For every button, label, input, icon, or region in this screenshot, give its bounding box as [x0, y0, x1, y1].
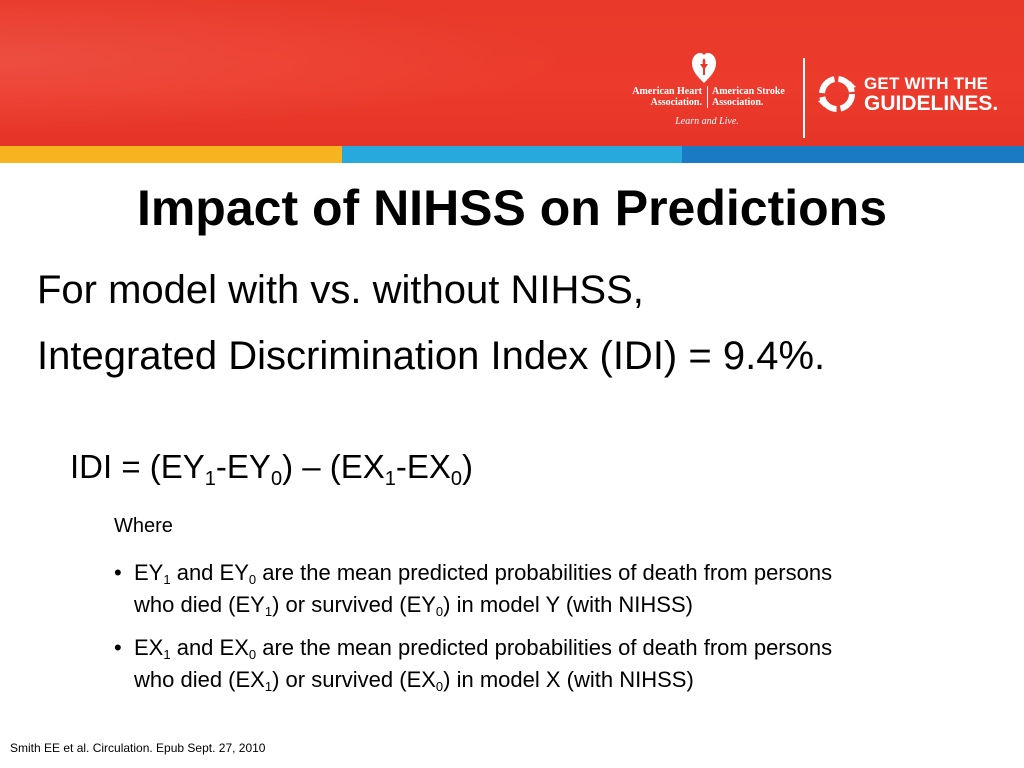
- subscript: 1: [264, 679, 273, 694]
- gwtg-line1: GET WITH THE: [864, 74, 989, 93]
- text-part: ) in model Y (with NIHSS): [443, 592, 693, 617]
- subscript: 0: [435, 679, 444, 694]
- asa-name-line1: American Stroke: [712, 86, 785, 97]
- subscript: 1: [264, 604, 273, 619]
- bullet-line: EY1 and EY0 are the mean predicted proba…: [134, 557, 994, 589]
- color-stripes: [0, 146, 1024, 163]
- logo-divider: [707, 86, 708, 108]
- gwtg-line2: GUIDELINES.: [864, 92, 999, 115]
- asa-name: American Stroke Association.: [712, 86, 794, 108]
- text-part: and EX: [170, 635, 249, 660]
- bullet-text: EY1 and EY0 are the mean predicted proba…: [134, 557, 994, 621]
- slide-title: Impact of NIHSS on Predictions: [136, 180, 888, 236]
- header-swoosh: [0, 0, 680, 146]
- formula-subscript: 1: [384, 468, 396, 490]
- formula-part: -EY: [215, 448, 271, 485]
- heart-torch-icon: [692, 53, 716, 83]
- aha-tagline: Learn and Live.: [675, 116, 739, 127]
- formula-subscript: 0: [270, 468, 283, 490]
- text-part: ) in model X (with NIHSS): [443, 667, 694, 692]
- bullet-line: who died (EY1) or survived (EY0) in mode…: [134, 589, 994, 621]
- text-part: and EY: [170, 560, 249, 585]
- subscript: 1: [163, 572, 171, 587]
- formula-part: -EX: [395, 448, 451, 485]
- text-part: EY: [134, 560, 164, 585]
- gwtg-circle-arrows-icon: [818, 76, 856, 112]
- body-line-2: Integrated Discrimination Index (IDI) = …: [37, 334, 826, 378]
- header-banner: American Heart Association. American Str…: [0, 0, 1024, 146]
- bullet-line: EX1 and EX0 are the mean predicted proba…: [134, 632, 994, 664]
- formula-part: ) – (EX: [282, 448, 385, 485]
- text-part: who died (EX: [134, 667, 265, 692]
- subscript: 0: [248, 647, 257, 662]
- aha-name-line1: American Heart: [632, 86, 702, 97]
- bullet-dot: •: [114, 560, 122, 585]
- subscript: 1: [163, 647, 171, 662]
- aha-name-line2: Association.: [650, 97, 702, 108]
- vertical-divider: [803, 58, 805, 138]
- text-part: are the mean predicted probabilities of …: [256, 635, 833, 660]
- text-part: ) or survived (EX: [272, 667, 436, 692]
- gwtg-logo-text: GET WITH THE GUIDELINES.: [864, 74, 998, 114]
- formula-subscript: 0: [450, 468, 463, 490]
- stripe-blue: [682, 146, 1024, 163]
- asa-name-line2: Association.: [712, 97, 764, 108]
- body-line-1: For model with vs. without NIHSS,: [37, 268, 644, 312]
- subscript: 0: [435, 604, 444, 619]
- text-part: who died (EY: [134, 592, 265, 617]
- formula-part: IDI = (EY: [70, 448, 205, 485]
- subscript: 0: [248, 572, 257, 587]
- formula-part: ): [462, 448, 474, 485]
- stripe-yellow: [0, 146, 342, 163]
- aha-name: American Heart Association.: [612, 86, 702, 108]
- idi-formula: IDI = (EY1-EY0) – (EX1-EX0): [70, 446, 474, 490]
- formula-subscript: 1: [204, 468, 216, 490]
- where-label: Where: [114, 515, 173, 537]
- bullet-text: EX1 and EX0 are the mean predicted proba…: [134, 632, 994, 696]
- bullet-dot: •: [114, 635, 122, 660]
- stripe-cyan: [342, 146, 682, 163]
- aha-asa-logo: American Heart Association. American Str…: [612, 50, 794, 134]
- citation: Smith EE et al. Circulation. Epub Sept. …: [10, 741, 266, 755]
- text-part: ) or survived (EY: [272, 592, 436, 617]
- text-part: are the mean predicted probabilities of …: [256, 560, 833, 585]
- text-part: EX: [134, 635, 164, 660]
- bullet-line: who died (EX1) or survived (EX0) in mode…: [134, 664, 994, 696]
